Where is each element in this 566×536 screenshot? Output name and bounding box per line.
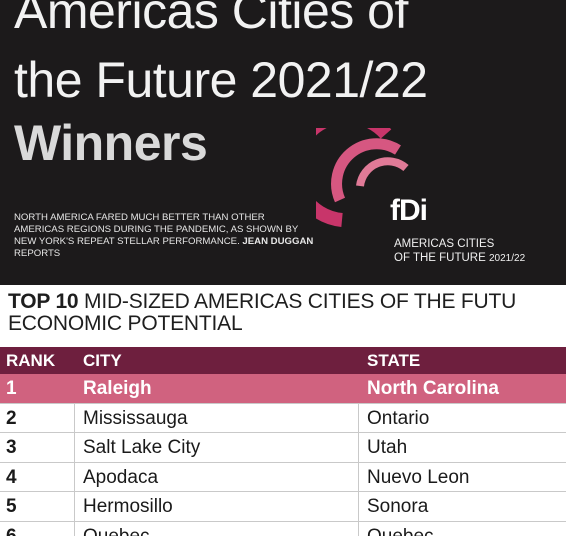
rank-cell: 2 xyxy=(6,407,17,429)
column-divider xyxy=(74,433,75,462)
rank-cell: 4 xyxy=(6,466,17,488)
table-title-line-2: ECONOMIC POTENTIAL xyxy=(8,312,243,335)
table-row: 6 Quebec Quebec xyxy=(0,521,566,536)
ranking-table: RANK CITY STATE 1 Raleigh North Carolina… xyxy=(0,347,566,536)
column-divider xyxy=(358,492,359,521)
author-suffix: REPORTS xyxy=(14,248,61,259)
page-title-line-1: Americas Cities of xyxy=(14,0,408,39)
rank-cell: 6 xyxy=(6,525,17,536)
fdi-swirl-logo-icon xyxy=(316,128,409,227)
city-cell: Apodaca xyxy=(83,466,159,488)
column-header-city: CITY xyxy=(83,351,122,370)
column-divider xyxy=(74,492,75,521)
column-divider xyxy=(74,403,75,432)
state-cell: North Carolina xyxy=(367,378,499,399)
logo-subtitle-line-2: OF THE FUTURE 2021/22 xyxy=(394,252,525,264)
state-cell: Quebec xyxy=(367,525,434,536)
city-cell: Raleigh xyxy=(83,378,152,399)
column-divider xyxy=(358,521,359,536)
table-row: 5 Hermosillo Sonora xyxy=(0,492,566,522)
standfirst-text: NORTH AMERICA FARED MUCH BETTER THAN OTH… xyxy=(14,212,299,247)
column-divider xyxy=(74,521,75,536)
logo-year: 2021/22 xyxy=(489,253,526,264)
table-row: 3 Salt Lake City Utah xyxy=(0,433,566,463)
rank-cell: 5 xyxy=(6,496,17,517)
table-title: TOP 10 MID-SIZED AMERICAS CITIES OF THE … xyxy=(8,291,566,335)
table-title-bold: TOP 10 xyxy=(8,290,79,313)
table-title-rest: MID-SIZED AMERICAS CITIES OF THE FUTU xyxy=(78,290,517,313)
logo-subtitle-line-1: AMERICAS CITIES xyxy=(394,238,495,250)
standfirst: NORTH AMERICA FARED MUCH BETTER THAN OTH… xyxy=(14,212,314,260)
state-cell: Utah xyxy=(367,437,408,458)
logo-subtitle-text: OF THE FUTURE xyxy=(394,252,486,264)
city-cell: Salt Lake City xyxy=(83,437,201,458)
column-divider xyxy=(358,462,359,491)
author-name: JEAN DUGGAN xyxy=(242,236,314,247)
state-cell: Nuevo Leon xyxy=(367,466,470,488)
city-cell: Hermosillo xyxy=(83,496,173,517)
table-row: 2 Mississauga Ontario xyxy=(0,403,566,433)
table-row: 1 Raleigh North Carolina xyxy=(0,374,566,404)
column-divider xyxy=(74,462,75,491)
column-header-rank: RANK xyxy=(6,351,56,370)
ranking-panel: TOP 10 MID-SIZED AMERICAS CITIES OF THE … xyxy=(0,285,566,536)
page-title-line-2: the Future 2021/22 xyxy=(14,52,428,108)
city-cell: Quebec xyxy=(83,525,150,536)
state-cell: Sonora xyxy=(367,496,429,517)
rank-cell: 3 xyxy=(6,437,17,458)
state-cell: Ontario xyxy=(367,407,430,429)
rank-cell: 1 xyxy=(6,378,17,399)
column-divider xyxy=(358,403,359,432)
hero-section: Americas Cities of the Future 2021/22 Wi… xyxy=(14,0,526,264)
city-cell: Mississauga xyxy=(83,407,188,429)
column-divider xyxy=(358,433,359,462)
table-header-row: RANK CITY STATE xyxy=(0,347,566,374)
table-row: 4 Apodaca Nuevo Leon xyxy=(0,462,566,492)
column-header-state: STATE xyxy=(367,351,421,370)
page-subtitle: Winners xyxy=(14,115,208,171)
fdi-brand: fDi xyxy=(390,194,428,227)
